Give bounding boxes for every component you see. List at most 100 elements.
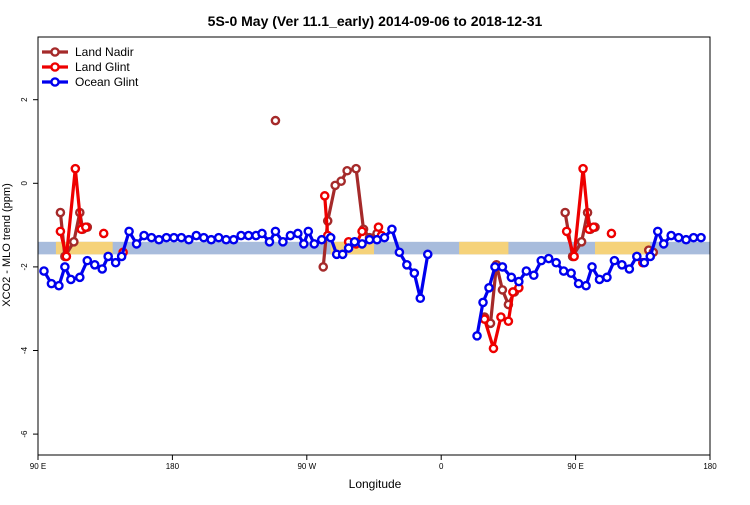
series-0-point-3-0 [560,207,570,218]
x-tick-label-4: 90 E [567,462,583,471]
series-2-point-1-13 [415,293,426,304]
series-2-point-0-27 [236,230,246,241]
series-2-point-2-18 [602,272,612,283]
series-2-point-0-1 [46,278,57,289]
series-0-point-2-4 [342,165,352,176]
legend-marker-1 [50,62,60,72]
series-2-point-2-20 [617,260,627,270]
series-2-point-1-10 [394,247,405,258]
series-2-point-1-5 [357,239,367,249]
series-2-point-0-34 [285,230,296,241]
series-2-point-2-23 [639,257,650,268]
series-2-point-0-21 [191,230,202,241]
series-2-point-0-2 [54,280,64,291]
series-0-point-1-0 [270,115,281,126]
series-1-point-9-3 [503,316,514,327]
legend-label-1: Land Glint [75,60,130,74]
series-2-point-0-38 [309,239,320,249]
series-0-point-0-2 [69,237,79,247]
series-1-point-5-0 [373,222,384,232]
series-2-point-0-26 [228,234,239,245]
land-band-3 [595,241,651,255]
series-2-point-1-7 [372,234,382,245]
x-tick-label-3: 0 [439,462,444,471]
y-axis-label: XCO2 - MLO trend (ppm) [1,183,13,306]
series-2-point-2-12 [558,266,569,276]
series-1-point-6-0 [561,226,572,237]
y-tick-label-0: 2 [20,97,29,102]
series-2-point-0-3 [60,262,70,272]
series-2-point-2-29 [681,234,691,245]
legend-label-2: Ocean Glint [75,75,139,89]
series-2-point-2-13 [566,268,576,278]
chart-title: 5S-0 May (Ver 11.1_early) 2014-09-06 to … [208,13,543,29]
series-2 [39,224,706,341]
series-2-point-1-8 [379,232,390,243]
series-2-point-0-11 [116,251,127,262]
series-0-point-2-0 [318,262,329,272]
series-0-point-2-5 [351,163,361,174]
series-2-point-0-37 [303,226,314,237]
series-2-point-2-31 [696,232,706,243]
x-tick-label-5: 180 [703,462,717,471]
series-1-point-0-2 [70,163,81,174]
legend-label-0: Land Nadir [75,45,134,59]
series-2-point-0-20 [184,234,194,245]
series-2-point-0-23 [206,234,217,245]
series-0 [55,115,659,329]
series-2-point-2-10 [543,253,554,264]
series-2-point-2-19 [609,255,620,266]
series-2-point-2-0 [472,331,482,341]
series-1-point-6-1 [569,251,579,262]
legend-marker-2 [50,77,60,87]
series-2-point-2-1 [478,297,488,308]
y-tick-label-2: -2 [20,263,29,271]
series-2-point-1-11 [402,260,412,270]
series-2-point-0-16 [154,234,164,245]
series-2-point-0-25 [221,234,231,245]
series-1-point-1-0 [98,228,109,239]
series-2-point-0-10 [110,257,121,268]
series-2-point-0-28 [243,230,254,241]
series-1-point-0-4 [80,222,91,232]
series-2-point-2-3 [490,262,500,272]
series-2-point-2-21 [624,264,635,274]
series-2-point-2-14 [573,278,584,289]
series-0-point-5-3 [497,285,508,295]
y-tick-label-4: -6 [20,430,29,438]
x-tick-label-2: 90 W [297,462,316,471]
series-2-point-2-27 [666,230,676,241]
series-2-point-0-6 [82,255,93,266]
series-2-point-2-15 [581,280,591,291]
series-2-point-0-7 [89,260,100,270]
series-2-point-0-5 [75,272,85,283]
series-2-point-1-9 [387,224,397,235]
series-2-point-0-9 [103,251,113,262]
series-2-point-0-8 [97,264,108,274]
series-2-point-2-2 [484,282,494,293]
series-2-point-0-13 [131,239,142,249]
series-2-point-2-16 [587,262,597,272]
x-tick-label-0: 90 E [30,462,46,471]
series-0-point-3-2 [576,237,587,247]
series-2-point-2-6 [514,276,524,287]
series-2-point-0-18 [169,232,179,243]
series-2-point-0-19 [176,232,187,243]
series-1-point-9-4 [508,287,518,297]
series-2-point-0-17 [161,232,172,243]
series-2-point-0-31 [264,237,275,247]
series-2-point-2-24 [645,251,656,262]
series-2-point-2-8 [528,270,539,281]
series-2-point-0-33 [278,237,288,247]
series-1-point-4-2 [357,226,367,237]
series-1-point-6-4 [588,222,599,232]
series-2-point-0-15 [146,232,157,243]
series-2-point-1-12 [409,268,420,278]
series-2-point-2-22 [632,251,642,262]
series-2-point-2-25 [652,226,663,237]
series-layer [39,115,706,354]
series-2-point-1-0 [325,232,336,243]
series-2-point-2-7 [521,266,532,276]
